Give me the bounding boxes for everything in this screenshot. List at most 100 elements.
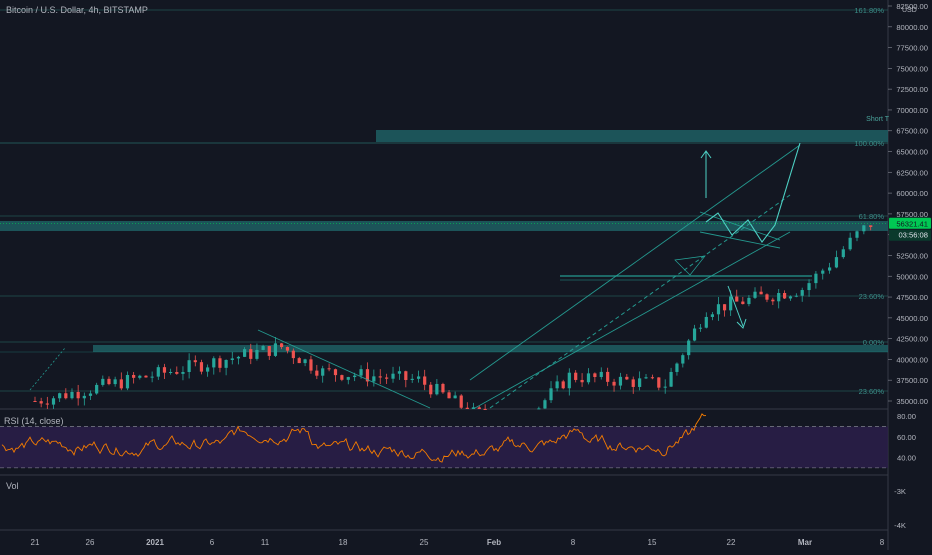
candle-body bbox=[423, 376, 427, 385]
price-label: 65000.00 bbox=[896, 148, 928, 157]
candle-body bbox=[834, 257, 839, 268]
candle-body bbox=[33, 401, 37, 402]
candle-body bbox=[848, 237, 852, 250]
candle-body bbox=[327, 368, 331, 370]
zone-top bbox=[376, 130, 888, 142]
candle-body bbox=[132, 374, 136, 378]
candle-body bbox=[285, 347, 290, 351]
candle-body bbox=[657, 377, 661, 388]
projection-path bbox=[705, 142, 801, 243]
candle-body bbox=[580, 379, 584, 383]
candle-body bbox=[267, 346, 271, 356]
rsi-title[interactable]: RSI (14, close) bbox=[4, 416, 64, 426]
candle-body bbox=[70, 391, 74, 399]
candle-body bbox=[561, 381, 565, 389]
candle-body bbox=[704, 316, 708, 328]
candle-body bbox=[794, 295, 798, 297]
price-label: 52500.00 bbox=[896, 251, 928, 260]
candle-body bbox=[638, 378, 642, 387]
candle-body bbox=[181, 372, 185, 374]
candle-body bbox=[555, 381, 559, 389]
candle-body bbox=[650, 377, 655, 379]
price-label: 75000.00 bbox=[896, 64, 928, 73]
candle-body bbox=[549, 388, 553, 401]
time-label: 25 bbox=[420, 538, 429, 547]
fib-neg236-label: 23.60% bbox=[859, 387, 885, 396]
downtrend-line bbox=[257, 329, 431, 409]
candle-body bbox=[218, 358, 222, 368]
candle-body bbox=[593, 373, 597, 377]
candle-body bbox=[236, 356, 241, 359]
candle-body bbox=[599, 371, 603, 377]
price-label: 62500.00 bbox=[896, 168, 928, 177]
candle-body bbox=[821, 270, 825, 274]
candle-body bbox=[297, 358, 301, 364]
channel-mid bbox=[489, 194, 791, 409]
candle-body bbox=[156, 367, 160, 377]
candle-body bbox=[391, 373, 395, 379]
candle-body bbox=[586, 373, 591, 383]
candle-body bbox=[722, 304, 727, 311]
candle-body bbox=[64, 393, 68, 399]
candle-body bbox=[309, 359, 313, 371]
channel-upper bbox=[469, 144, 801, 381]
candle-body bbox=[51, 398, 56, 405]
price-label: 47500.00 bbox=[896, 293, 928, 302]
price-label: 82500.00 bbox=[896, 2, 928, 11]
price-axis[interactable]: 82500.00 80000.00 77500.00 75000.00 72500.00… bbox=[0, 2, 931, 406]
candle-body bbox=[119, 379, 123, 389]
candle-body bbox=[88, 393, 93, 396]
time-label: 22 bbox=[727, 538, 736, 547]
candle-body bbox=[58, 393, 62, 399]
rsi-line bbox=[1, 413, 707, 463]
candle-body bbox=[224, 359, 228, 368]
price-label: 37500.00 bbox=[896, 376, 928, 385]
rsi-axis-label: 40.00 bbox=[897, 454, 916, 463]
candle-body bbox=[765, 294, 769, 300]
price-label: 42500.00 bbox=[896, 335, 928, 344]
candle-body bbox=[735, 296, 739, 302]
candle-body bbox=[261, 346, 265, 350]
price-label: 70000.00 bbox=[896, 106, 928, 115]
candle-body bbox=[417, 376, 421, 379]
candle-body bbox=[612, 381, 616, 386]
price-label: 67500.00 bbox=[896, 127, 928, 136]
arrow-up-head bbox=[700, 150, 712, 159]
wedge-bottom bbox=[699, 231, 781, 249]
time-label: 8 bbox=[571, 538, 576, 547]
time-axis[interactable]: 21 26 2021 6 11 18 25 Feb 8 15 22 Mar 8 bbox=[31, 538, 885, 547]
candle-body bbox=[404, 371, 408, 380]
candle-body bbox=[385, 377, 389, 379]
vol-axis-label: -4K bbox=[894, 521, 906, 530]
arrow-down bbox=[727, 285, 744, 327]
candle-body bbox=[800, 290, 804, 296]
time-label: Feb bbox=[487, 538, 501, 547]
candle-body bbox=[291, 350, 295, 359]
candle-body bbox=[435, 383, 439, 395]
countdown-label: 03:56:08 bbox=[898, 231, 928, 240]
time-label: 2021 bbox=[146, 538, 164, 547]
chart-title: Bitcoin / U.S. Dollar, 4h, BITSTAMP bbox=[6, 5, 148, 15]
candle-body bbox=[378, 376, 382, 378]
candle-body bbox=[187, 360, 191, 373]
time-label: 26 bbox=[86, 538, 95, 547]
candle-body bbox=[230, 358, 234, 360]
candle-body bbox=[862, 225, 866, 232]
candle-body bbox=[753, 291, 757, 298]
candle-body bbox=[321, 368, 325, 376]
old-trend bbox=[29, 347, 66, 391]
candle-body bbox=[303, 359, 307, 364]
candle-body bbox=[537, 408, 541, 410]
candle-body bbox=[447, 392, 451, 399]
vol-title[interactable]: Vol bbox=[6, 481, 19, 491]
candle-body bbox=[618, 376, 623, 386]
time-label: 21 bbox=[31, 538, 40, 547]
time-label: 6 bbox=[210, 538, 215, 547]
candle-body bbox=[729, 296, 733, 311]
candle-body bbox=[716, 304, 721, 315]
candle-body bbox=[747, 297, 751, 305]
short-term-label: Short T bbox=[866, 116, 890, 123]
candle-body bbox=[429, 384, 433, 395]
rsi-axis-label: 80.00 bbox=[897, 412, 916, 421]
